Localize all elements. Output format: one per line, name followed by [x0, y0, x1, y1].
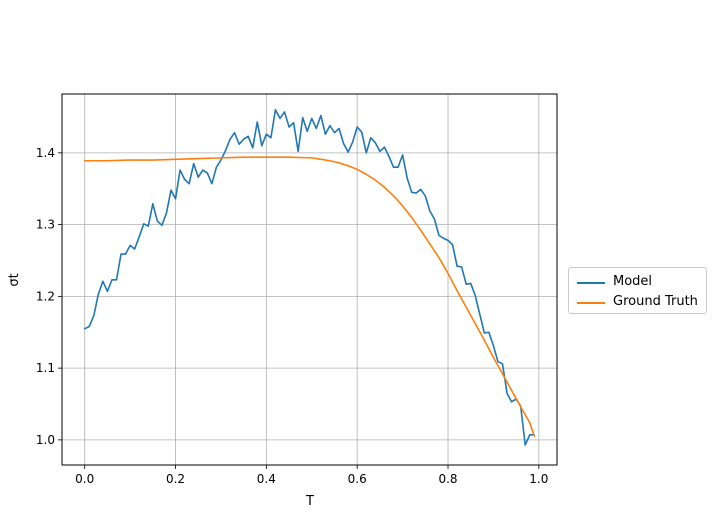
series-group	[83, 108, 536, 446]
legend-swatch-ground-truth	[577, 302, 605, 304]
x-tick-label: 0.0	[75, 472, 94, 486]
tick-group: 0.0 0.2 0.4 0.6 0.8 1.0 1.0 1.1 1.2 1.3 1.4	[36, 146, 548, 486]
y-tick-label: 1.2	[36, 289, 55, 303]
y-tick-label: 1.4	[36, 146, 55, 160]
y-tick-label: 1.0	[36, 433, 55, 447]
y-tick-label: 1.1	[36, 361, 55, 375]
legend-label-model: Model	[613, 274, 653, 289]
legend-swatch-model	[577, 282, 605, 284]
x-tick-label: 0.8	[438, 472, 457, 486]
series-line-model	[83, 108, 536, 446]
legend: Model Ground Truth	[568, 267, 707, 314]
x-axis-label: T	[305, 494, 314, 509]
series-line-ground-truth	[83, 156, 536, 438]
plot-frame	[61, 93, 558, 466]
x-tick-label: 0.2	[166, 472, 185, 486]
y-tick-label: 1.3	[36, 218, 55, 232]
x-tick-label: 0.6	[348, 472, 367, 486]
legend-label-ground-truth: Ground Truth	[613, 294, 698, 309]
y-axis-label: σt	[7, 273, 22, 286]
grid	[62, 94, 557, 465]
x-tick-label: 0.4	[257, 472, 276, 486]
x-tick-label: 1.0	[529, 472, 548, 486]
